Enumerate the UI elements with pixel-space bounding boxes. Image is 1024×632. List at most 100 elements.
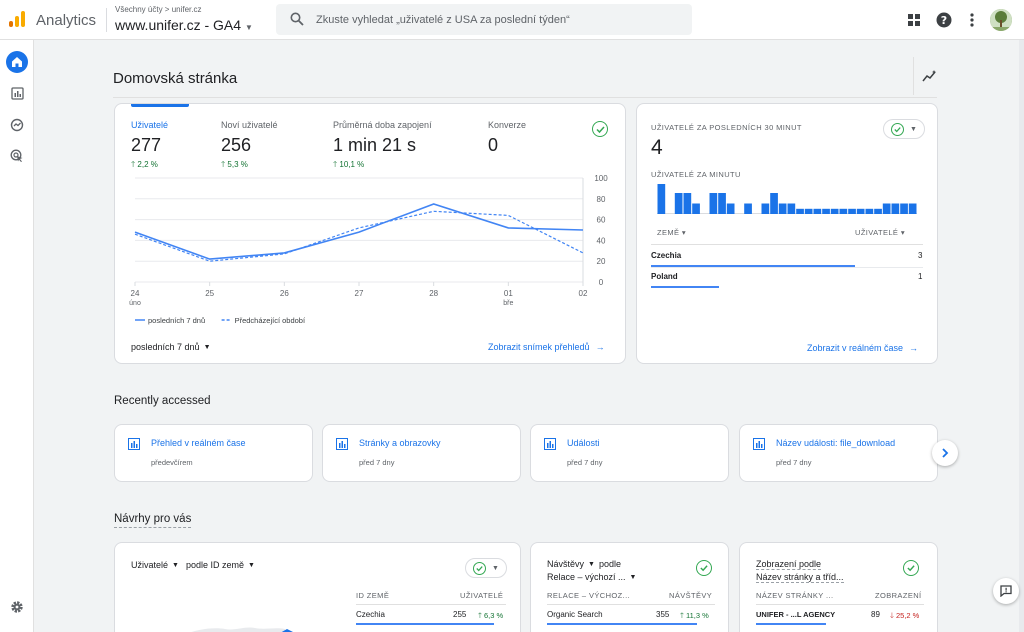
nav-admin-settings[interactable] — [6, 596, 28, 618]
scrollbar-track[interactable] — [1019, 40, 1024, 632]
realtime-compare-dropdown[interactable]: ▼ — [883, 119, 925, 139]
nav-reports[interactable] — [6, 82, 28, 104]
apps-grid-icon[interactable] — [905, 11, 923, 29]
data-quality-check-icon — [473, 561, 486, 575]
minute-bar[interactable] — [908, 203, 917, 215]
dimension-dropdown[interactable]: Relace – výchozí ... ▼ — [547, 572, 636, 582]
row-change: 🡑 6,3 % — [478, 611, 504, 620]
realtime-card: UŽIVATELÉ ZA POSLEDNÍCH 30 MINUT 4 UŽIVA… — [636, 103, 938, 364]
minute-bar[interactable] — [848, 208, 856, 214]
dropdown-label: Uživatelé — [131, 560, 169, 570]
help-icon[interactable]: ? — [935, 11, 953, 29]
insights-icon[interactable] — [922, 69, 938, 83]
nav-home[interactable] — [6, 51, 28, 73]
caret-down-icon: ▼ — [910, 125, 917, 133]
minute-bar[interactable] — [874, 208, 882, 214]
col-sessions: NÁVŠTĚVY — [669, 591, 713, 600]
col-country-header[interactable]: ZEMĚ ▾ — [657, 228, 687, 237]
minute-bar[interactable] — [770, 193, 778, 214]
minute-bar[interactable] — [813, 208, 822, 214]
metric-value: 1 min 21 s — [333, 135, 417, 155]
minute-bar[interactable] — [761, 203, 770, 215]
metric-value: 0 — [488, 135, 499, 155]
y-tick-label: 100 — [594, 174, 608, 183]
minute-bar[interactable] — [718, 193, 726, 214]
minute-bar[interactable] — [882, 203, 891, 215]
dropdown-label: Relace – výchozí ... — [547, 572, 626, 582]
minute-bar[interactable] — [657, 184, 666, 214]
minute-bar[interactable] — [830, 208, 839, 214]
minute-bar[interactable] — [796, 208, 804, 214]
suggestion-card-sessions-by-channel: Návštěvy ▼ podle Relace – výchozí ... ▼ RE… — [530, 542, 729, 632]
row-change: 🡑 11,3 % — [680, 611, 709, 620]
minute-bar[interactable] — [744, 203, 752, 215]
property-selector[interactable]: www.unifer.cz - GA4 ▼ — [115, 17, 253, 33]
minute-bar[interactable] — [674, 193, 683, 214]
search-bar[interactable] — [276, 4, 692, 35]
data-quality-check-icon[interactable] — [903, 560, 919, 576]
view-realtime-link[interactable]: Zobrazit v reálném čase → — [807, 343, 918, 353]
metric-new-users[interactable]: Noví uživatelé 256 🡑 5,3 % — [221, 120, 278, 173]
dropdown-label: podle ID země — [186, 560, 245, 570]
y-tick-label: 20 — [597, 257, 606, 266]
row-name: Czechia — [356, 610, 385, 619]
x-tick-label: 26 — [280, 289, 289, 298]
minute-bar[interactable] — [839, 208, 848, 214]
recent-item[interactable]: Stránky a obrazovky před 7 dny — [322, 424, 521, 482]
minute-bar[interactable] — [804, 208, 813, 214]
recent-item[interactable]: Přehled v reálném čase předevčírem — [114, 424, 313, 482]
account-breadcrumb[interactable]: Všechny účty > unifer.cz — [115, 5, 202, 14]
minute-bar[interactable] — [865, 208, 874, 214]
minute-bar[interactable] — [787, 203, 796, 215]
metric-conversions[interactable]: Konverze 0 — [488, 120, 526, 156]
minute-bar[interactable] — [822, 208, 830, 214]
carousel-next-button[interactable] — [932, 440, 958, 466]
data-quality-check-icon[interactable] — [696, 560, 712, 576]
y-tick-label: 80 — [597, 195, 606, 204]
card-title-line2[interactable]: Název stránky a tříd... — [756, 572, 844, 583]
analytics-logo-icon[interactable] — [8, 10, 26, 28]
suggestions-title[interactable]: Návrhy pro vás — [114, 513, 192, 528]
minute-bar[interactable] — [891, 203, 900, 215]
metric-label: Průměrná doba zapojení — [333, 120, 432, 130]
metric-users[interactable]: Uživatelé 277 🡑 2,2 % — [131, 120, 168, 173]
minute-bar[interactable] — [856, 208, 865, 214]
minute-bar[interactable] — [709, 193, 718, 214]
metric-dropdown[interactable]: Uživatelé ▼ — [131, 560, 179, 570]
date-range-dropdown[interactable]: posledních 7 dnů ▼ — [131, 342, 211, 352]
nav-advertising[interactable] — [6, 145, 28, 167]
recent-item[interactable]: Události před 7 dny — [530, 424, 729, 482]
col-users-header[interactable]: UŽIVATELÉ ▾ — [855, 228, 905, 237]
view-reports-snapshot-link[interactable]: Zobrazit snímek přehledů → — [488, 342, 605, 352]
selected-metric-indicator — [131, 104, 189, 107]
metric-label: Noví uživatelé — [221, 120, 278, 130]
minute-bar[interactable] — [726, 203, 735, 215]
col-views: ZOBRAZENÍ — [875, 591, 922, 600]
minute-bar[interactable] — [692, 203, 700, 215]
search-input[interactable] — [316, 10, 676, 29]
realtime-title: UŽIVATELÉ ZA POSLEDNÍCH 30 MINUT — [651, 123, 802, 132]
avatar[interactable] — [990, 9, 1012, 31]
card-title-line1[interactable]: Zobrazení podle — [756, 559, 822, 570]
metric-avg-engagement[interactable]: Průměrná doba zapojení 1 min 21 s 🡑 10,1… — [333, 120, 432, 173]
data-quality-check-icon[interactable] — [592, 121, 608, 137]
minute-bar[interactable] — [900, 203, 908, 215]
minute-bar[interactable] — [778, 203, 787, 215]
x-tick-label: 24 — [131, 289, 140, 298]
x-tick-label: 28 — [429, 289, 438, 298]
metric-dropdown[interactable]: Návštěvy ▼ podle — [547, 559, 621, 569]
metric-value: 277 — [131, 135, 162, 155]
property-name: www.unifer.cz - GA4 — [115, 17, 242, 33]
feedback-button[interactable] — [993, 578, 1019, 604]
more-vert-icon[interactable] — [963, 11, 981, 29]
nav-explore[interactable] — [6, 114, 28, 136]
minute-bar[interactable] — [683, 193, 692, 214]
reports-icon — [10, 86, 24, 100]
chevron-right-icon — [942, 448, 949, 458]
recent-item[interactable]: Název události: file_download před 7 dny — [739, 424, 938, 482]
compare-dropdown[interactable]: ▼ — [465, 558, 507, 578]
users-line-chart: 100 80 60 40 20 0 24 úno 25 26 27 28 01 bře 02 poslední… — [129, 174, 608, 325]
row-value: 355 — [656, 610, 670, 619]
dimension-dropdown[interactable]: podle ID země ▼ — [186, 560, 255, 570]
link-label: Zobrazit snímek přehledů — [488, 342, 590, 352]
